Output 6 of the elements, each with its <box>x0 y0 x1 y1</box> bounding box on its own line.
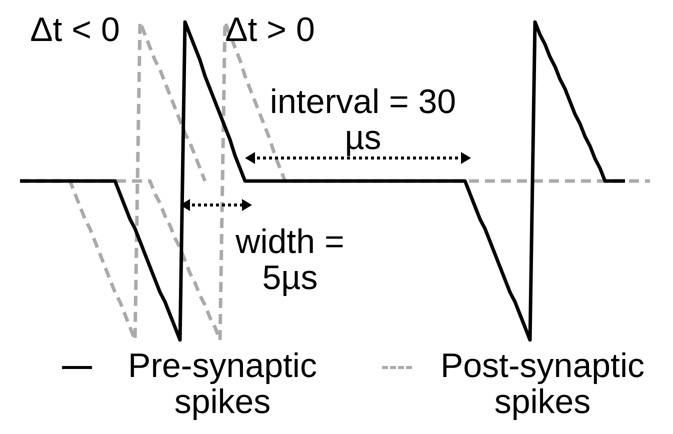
annotation: Δt > 0 <box>224 11 316 49</box>
legend-label: Pre-synaptic spikes <box>127 347 318 421</box>
legend-label: Post-synaptic spikes <box>439 347 646 421</box>
annotation: Δt < 0 <box>29 11 121 49</box>
annotation: width = 5µs <box>234 223 346 297</box>
annotation: interval = 30 µs <box>268 83 458 157</box>
